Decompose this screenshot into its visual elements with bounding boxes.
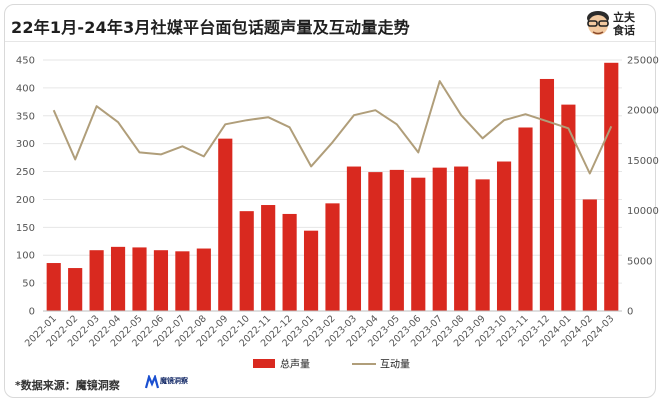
bar-2022-06 <box>153 250 169 311</box>
right-axis-tick-label: 0 <box>627 307 633 318</box>
bar-2023-10 <box>496 161 512 311</box>
bar-2024-03 <box>604 62 619 312</box>
right-axis-tick-label: 20000 <box>627 106 659 117</box>
left-axis-tick-label: 350 <box>16 111 35 122</box>
bar-2023-04 <box>368 172 383 311</box>
bar-2023-06 <box>411 177 426 311</box>
bar-2022-08 <box>196 248 211 311</box>
bar-2023-01 <box>303 230 319 311</box>
bar-2023-08 <box>454 166 469 311</box>
bar-2023-03 <box>346 166 362 311</box>
bar-2022-02 <box>68 268 83 311</box>
avatar-icon <box>587 11 609 35</box>
mojing-logo-icon <box>145 375 159 389</box>
bar-2023-09 <box>475 179 490 311</box>
bar-2022-03 <box>89 250 104 311</box>
legend-swatch-bar <box>253 359 275 368</box>
bar-2022-01 <box>46 263 61 311</box>
bar-2023-02 <box>325 203 340 311</box>
left-axis-tick-label: 400 <box>16 83 35 94</box>
chart-title: 22年1月-24年3月社媒平台面包话题声量及互动量走势 <box>11 18 410 37</box>
left-axis-tick-label: 50 <box>22 279 35 290</box>
right-axis-tick-label: 10000 <box>627 206 659 217</box>
bar-2022-10 <box>239 211 254 311</box>
bar-2022-12 <box>282 213 297 311</box>
legend-label-total-volume: 总声量 <box>280 358 310 371</box>
right-axis-tick-label: 5000 <box>627 256 652 267</box>
left-axis-tick-label: 150 <box>16 223 35 234</box>
header-divider <box>5 41 655 42</box>
source-logo: 魔镜洞察 <box>145 374 205 394</box>
bar-2023-11 <box>518 127 533 311</box>
data-source: *数据来源：魔镜洞察 <box>15 379 120 392</box>
bar-2022-09 <box>218 138 233 311</box>
brand-text: 立夫食话 <box>613 11 635 37</box>
bar-2023-12 <box>539 78 555 311</box>
bar-2022-11 <box>261 205 276 311</box>
left-axis-tick-label: 0 <box>29 307 35 318</box>
bar-2022-07 <box>175 251 190 311</box>
bar-2023-07 <box>432 167 447 311</box>
left-axis-tick-label: 250 <box>16 167 35 178</box>
source-logo-text: 魔镜洞察 <box>160 377 188 385</box>
bar-2023-05 <box>389 169 404 311</box>
bar-2022-05 <box>132 247 147 311</box>
right-axis-tick-label: 25000 <box>627 56 659 67</box>
line-series-interaction <box>52 80 613 175</box>
left-axis-tick-label: 300 <box>16 139 35 150</box>
right-axis-tick-label: 15000 <box>627 156 659 167</box>
left-axis-tick-label: 450 <box>16 56 35 67</box>
bar-2024-01 <box>561 104 576 311</box>
brand-logo: 立夫食话 <box>585 9 645 41</box>
bar-2022-04 <box>110 246 126 311</box>
bar-2024-02 <box>582 199 597 311</box>
left-axis-tick-label: 200 <box>16 195 35 206</box>
legend-label-interaction: 互动量 <box>380 359 410 371</box>
left-axis-tick-label: 100 <box>16 251 35 262</box>
